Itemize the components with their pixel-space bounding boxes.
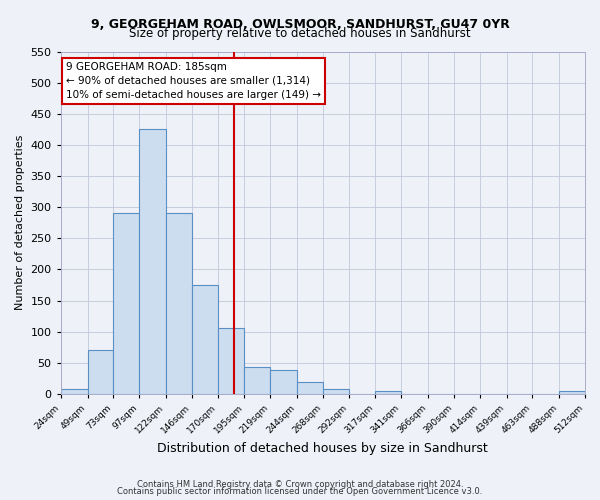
Y-axis label: Number of detached properties: Number of detached properties [15,135,25,310]
Bar [88,350,113,394]
Bar [139,130,166,394]
Text: 9, GEORGEHAM ROAD, OWLSMOOR, SANDHURST, GU47 0YR: 9, GEORGEHAM ROAD, OWLSMOOR, SANDHURST, … [91,18,509,30]
Bar [113,213,139,394]
Text: Contains HM Land Registry data © Crown copyright and database right 2024.: Contains HM Land Registry data © Crown c… [137,480,463,489]
Text: 9 GEORGEHAM ROAD: 185sqm
← 90% of detached houses are smaller (1,314)
10% of sem: 9 GEORGEHAM ROAD: 185sqm ← 90% of detach… [66,62,321,100]
Bar [297,382,323,394]
X-axis label: Distribution of detached houses by size in Sandhurst: Distribution of detached houses by size … [157,442,488,455]
Bar [244,367,270,394]
Bar [323,389,349,394]
Bar [270,370,297,394]
Bar [376,391,401,394]
Bar [166,214,192,394]
Bar [218,328,244,394]
Bar [61,389,88,394]
Bar [192,285,218,394]
Text: Size of property relative to detached houses in Sandhurst: Size of property relative to detached ho… [129,28,471,40]
Text: Contains public sector information licensed under the Open Government Licence v3: Contains public sector information licen… [118,487,482,496]
Bar [559,392,585,394]
